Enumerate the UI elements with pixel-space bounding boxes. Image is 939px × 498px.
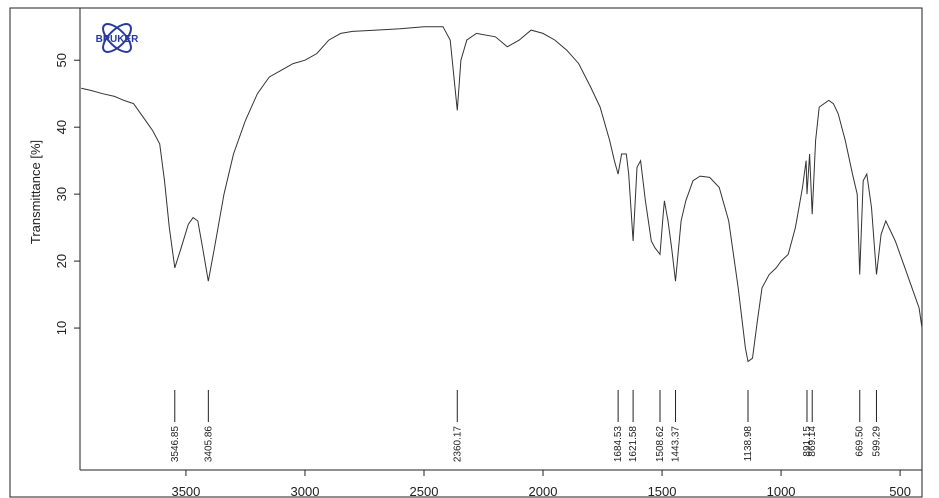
- y-tick-label: 50: [54, 53, 69, 67]
- x-tick-label: 1000: [767, 484, 796, 498]
- peak-label: 869.14: [807, 426, 818, 457]
- x-tick-label: 2000: [529, 484, 558, 498]
- peak-label: 1621.58: [628, 426, 639, 463]
- y-tick-label: 10: [54, 321, 69, 335]
- x-tick-label: 1500: [648, 484, 677, 498]
- y-axis-label: Transmittance [%]: [28, 140, 43, 244]
- peak-label: 1138.98: [743, 426, 754, 462]
- peak-label: 1684.53: [613, 426, 624, 463]
- peak-label: 1508.62: [655, 426, 666, 463]
- x-tick-label: 2500: [410, 484, 439, 498]
- peak-label: 1443.37: [671, 426, 682, 463]
- x-tick-label: 3500: [171, 484, 200, 498]
- y-tick-label: 40: [54, 120, 69, 134]
- peak-label: 2360.17: [452, 426, 463, 463]
- peak-label: 3405.86: [203, 426, 214, 463]
- spectrum-line: [81, 26, 923, 363]
- frame: [9, 7, 923, 498]
- x-tick-label: 500: [889, 484, 911, 498]
- peak-label: 669.50: [855, 426, 866, 457]
- x-tick-label: 3000: [291, 484, 320, 498]
- logo-text: BRUKER: [96, 34, 140, 45]
- logo: BRUKER: [96, 23, 140, 53]
- y-tick-label: 20: [54, 254, 69, 268]
- peak-label: 599.29: [871, 426, 882, 457]
- peak-label: 3546.85: [170, 426, 181, 463]
- peak-label: 891.15: [802, 426, 813, 457]
- y-tick-label: 30: [54, 187, 69, 201]
